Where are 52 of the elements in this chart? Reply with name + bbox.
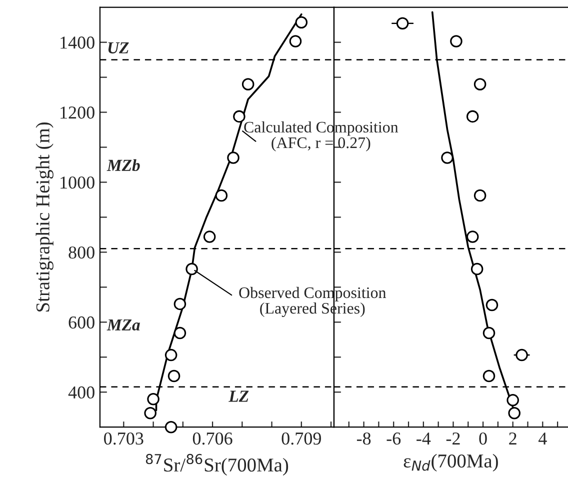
- x-axis-title: ε$_{Nd}$(700Ma): [404, 454, 498, 472]
- x-axis-title: $^{87}$Sr/$^{86}$Sr(700Ma): [146, 454, 288, 476]
- point: [486, 298, 498, 312]
- y-tick-label: 1400: [60, 36, 94, 49]
- x-tick-label: -4: [416, 432, 431, 444]
- annotation: MZa: [106, 319, 140, 331]
- point: [466, 230, 479, 243]
- y-tick-label: 1000: [60, 176, 94, 189]
- x-tick-label: 4: [538, 432, 547, 444]
- point: [474, 189, 486, 202]
- y-tick-label: 800: [68, 246, 94, 259]
- point: [144, 406, 156, 420]
- point: [482, 326, 496, 340]
- x-tick-label: 2: [509, 432, 516, 444]
- point: [506, 394, 519, 406]
- point: [174, 326, 186, 340]
- point: [186, 262, 198, 276]
- point: [164, 420, 178, 434]
- x-tick-label: -2: [446, 432, 460, 444]
- point: [233, 110, 246, 123]
- point: [174, 298, 186, 310]
- x-tick-label: 0: [479, 432, 487, 445]
- y-tick-label: 1200: [60, 106, 94, 119]
- point: [474, 78, 486, 90]
- point: [516, 348, 528, 362]
- y-tick-label: 400: [68, 386, 94, 399]
- point: [508, 406, 520, 420]
- x-tick-label: -8: [356, 432, 371, 445]
- point: [396, 17, 409, 30]
- annotation: UZ: [108, 42, 129, 54]
- point: [242, 78, 254, 90]
- x-tick-label: 0.706: [192, 432, 232, 445]
- x-tick-label: 0.709: [282, 432, 321, 445]
- x-tick-label: -6: [386, 432, 401, 445]
- y-axis-title: Stratigraphic Height (m): [36, 122, 54, 312]
- point: [203, 230, 216, 243]
- point: [441, 152, 454, 164]
- point: [482, 370, 496, 382]
- point: [289, 35, 302, 48]
- point: [295, 16, 308, 28]
- point: [470, 262, 484, 276]
- point: [227, 152, 240, 164]
- x-tick-label: 0.703: [104, 432, 144, 445]
- y-tick-label: 600: [68, 316, 94, 329]
- annotation: MZb: [106, 159, 140, 172]
- point: [164, 348, 178, 362]
- point: [215, 189, 228, 202]
- point: [450, 35, 462, 48]
- point: [147, 392, 160, 406]
- annotation: LZ: [228, 390, 249, 402]
- point: [466, 110, 479, 123]
- point: [168, 370, 180, 382]
